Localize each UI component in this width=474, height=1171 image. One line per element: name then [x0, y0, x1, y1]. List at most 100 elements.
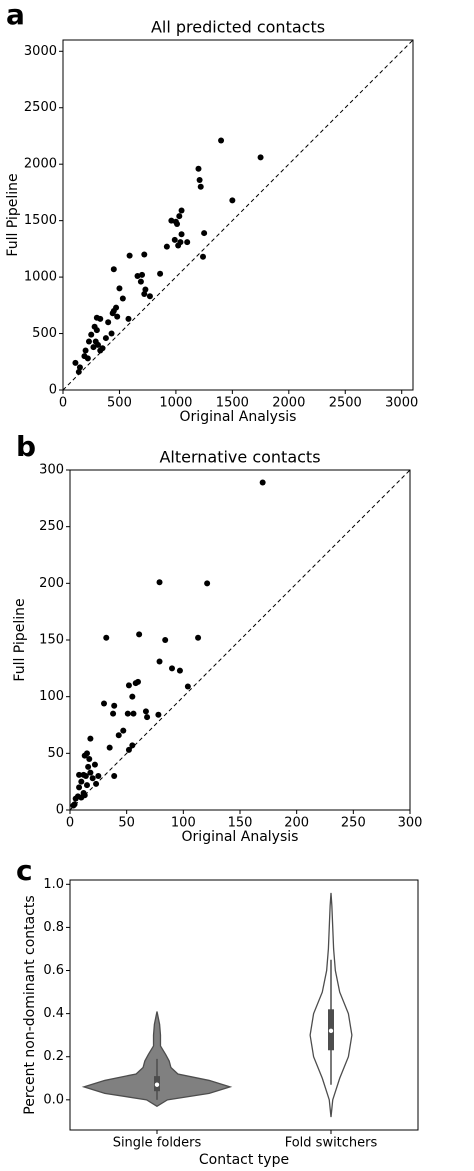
y-tick-label: 500: [32, 326, 57, 341]
x-tick-label: 1500: [216, 396, 249, 411]
point: [81, 752, 88, 759]
point: [72, 359, 79, 366]
point: [86, 756, 93, 762]
point: [178, 231, 185, 238]
point: [175, 242, 182, 249]
point: [76, 364, 83, 371]
point: [134, 272, 141, 279]
point: [95, 341, 101, 348]
point: [103, 634, 110, 641]
point: [89, 775, 96, 782]
point: [115, 732, 122, 739]
point: [162, 637, 169, 643]
point: [124, 710, 131, 717]
point: [157, 270, 164, 277]
y-axis-label: Full Pipeline: [12, 598, 28, 681]
point: [129, 742, 136, 749]
point: [111, 702, 118, 709]
identity-line: [62, 39, 414, 391]
y-tick-label: 2500: [24, 100, 57, 115]
point: [125, 682, 132, 689]
chart-title: All predicted contacts: [151, 18, 325, 37]
y-tick-label: 1500: [24, 213, 57, 228]
point: [105, 319, 112, 326]
point: [218, 137, 225, 144]
point: [195, 165, 202, 172]
point: [168, 217, 175, 224]
point: [108, 330, 115, 337]
point: [75, 368, 82, 375]
point: [87, 769, 94, 776]
y-tick-label: 200: [39, 576, 64, 591]
chart-title: Alternative contacts: [159, 448, 320, 467]
plot-frame: [69, 879, 419, 1131]
x-tick-label: 1000: [159, 396, 192, 411]
point: [97, 315, 104, 322]
x-tick-label: 300: [398, 816, 423, 831]
point: [257, 154, 264, 161]
point: [72, 795, 79, 802]
panel-label: a: [6, 0, 25, 31]
y-tick-label: 1000: [24, 270, 57, 285]
point: [169, 665, 175, 672]
point: [229, 197, 236, 204]
point: [176, 667, 183, 674]
point: [95, 773, 102, 779]
point: [110, 266, 117, 273]
point: [120, 727, 127, 734]
point: [93, 780, 100, 787]
point: [126, 252, 133, 259]
point: [111, 773, 118, 779]
y-tick-label: 300: [39, 463, 64, 478]
x-axis-label: Original Analysis: [180, 409, 297, 425]
point: [174, 221, 181, 228]
median: [328, 1028, 334, 1034]
y-tick-label: 0.8: [43, 920, 64, 935]
x-tick-label: 3000: [385, 396, 418, 411]
y-tick-label: 1.0: [43, 877, 64, 892]
point: [129, 693, 136, 700]
point: [136, 631, 143, 638]
point: [93, 327, 100, 334]
x-tick-label: 500: [107, 396, 132, 411]
point: [76, 771, 83, 778]
point: [85, 338, 92, 345]
point: [156, 579, 163, 586]
point: [163, 243, 170, 250]
point: [102, 335, 109, 342]
x-tick-label: 100: [171, 816, 196, 831]
point: [178, 207, 185, 214]
point: [119, 295, 126, 302]
point: [84, 355, 91, 362]
point: [201, 230, 208, 237]
x-axis-label: Original Analysis: [182, 829, 299, 845]
plot-frame: [62, 39, 414, 391]
point: [141, 251, 148, 258]
point: [142, 708, 149, 715]
point: [90, 344, 97, 351]
point: [137, 278, 144, 285]
y-tick-label: 50: [47, 746, 64, 761]
point: [70, 802, 77, 809]
y-tick-label: 150: [39, 633, 64, 648]
point: [82, 347, 89, 354]
identity-line: [69, 469, 411, 811]
point: [176, 213, 183, 220]
y-tick-label: 0.0: [43, 1092, 64, 1107]
x-tick-label: Single folders: [113, 1136, 202, 1151]
y-tick-label: 0: [56, 803, 64, 818]
x-tick-label: 200: [284, 816, 309, 831]
point: [125, 746, 132, 753]
y-tick-label: 0.4: [43, 1006, 64, 1021]
point: [78, 778, 85, 785]
x-tick-label: 150: [228, 816, 253, 831]
y-tick-label: 0: [49, 383, 57, 398]
y-tick-label: 0.2: [43, 1049, 64, 1064]
point: [171, 236, 178, 243]
point: [114, 313, 121, 320]
point: [139, 271, 146, 278]
point: [146, 293, 153, 300]
y-tick-label: 0.6: [43, 963, 64, 978]
point: [195, 634, 202, 641]
